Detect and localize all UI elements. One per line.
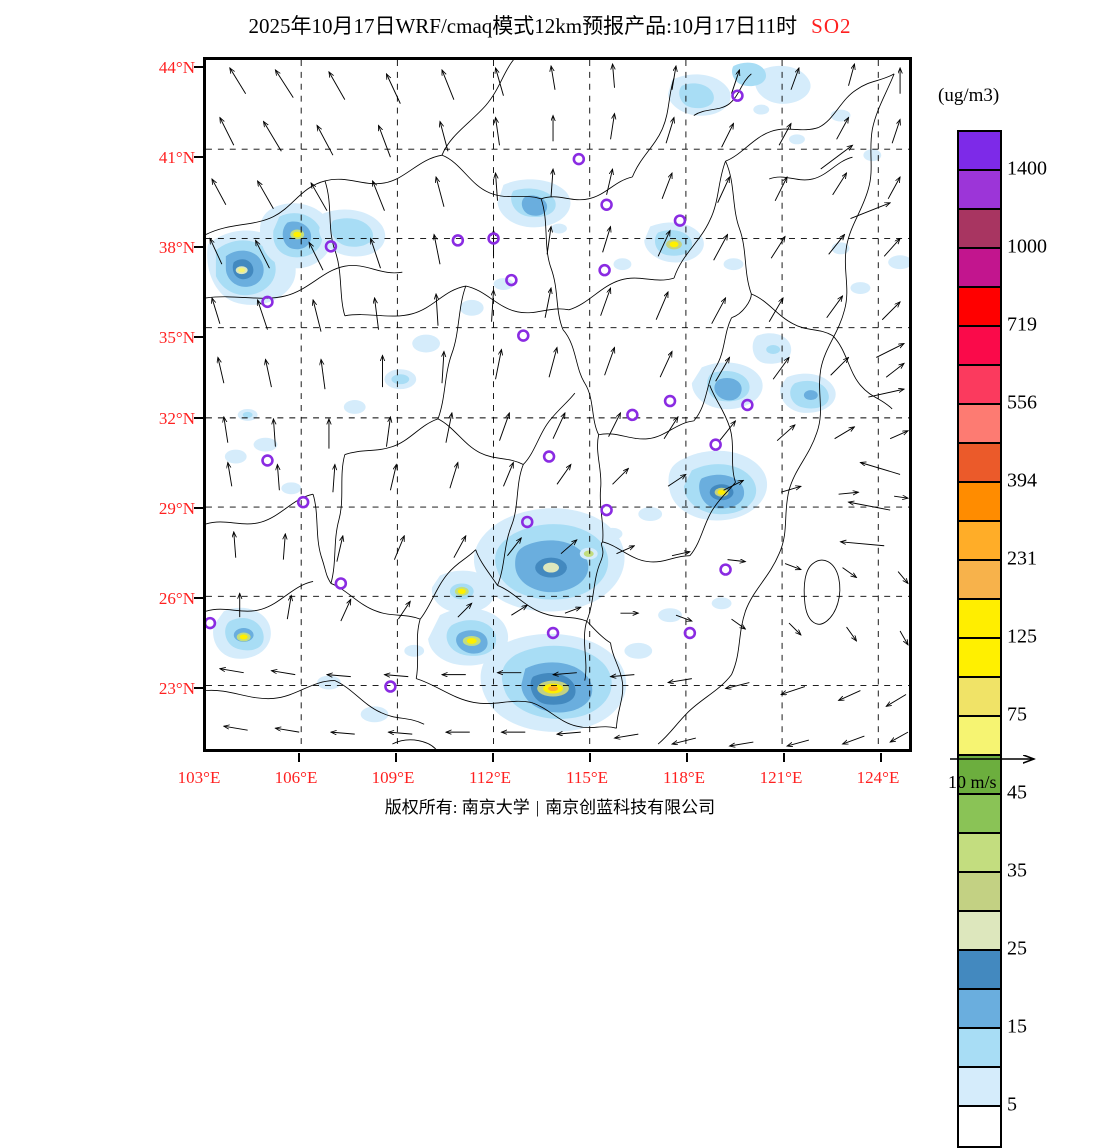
title-main-text: 2025年10月17日WRF/cmaq模式12km预报产品:10月17日11时 bbox=[248, 14, 798, 38]
colorbar-band-25 bbox=[959, 1107, 1000, 1146]
lon-tick-103e: 103°E bbox=[177, 768, 221, 787]
colorbar-tick-719: 719 bbox=[1007, 313, 1037, 336]
lon-tick-115e: 115°E bbox=[565, 768, 609, 787]
colorbar-band-4 bbox=[959, 288, 1000, 327]
colorbar-band-0 bbox=[959, 132, 1000, 171]
colorbar-band-11 bbox=[959, 561, 1000, 600]
lon-tick-106e: 106°E bbox=[274, 768, 318, 787]
colorbar[interactable] bbox=[957, 130, 1002, 1148]
colorbar-band-7 bbox=[959, 405, 1000, 444]
colorbar-tick-556: 556 bbox=[1007, 391, 1037, 414]
lon-tick-121e: 121°E bbox=[759, 768, 803, 787]
lat-tick-26n: 26°N bbox=[158, 589, 195, 608]
colorbar-band-19 bbox=[959, 873, 1000, 912]
lon-tick-124e: 124°E bbox=[856, 768, 900, 787]
colorbar-band-17 bbox=[959, 795, 1000, 834]
lat-tick-29n: 29°N bbox=[158, 499, 195, 518]
colorbar-band-21 bbox=[959, 951, 1000, 990]
colorbar-tick-15: 15 bbox=[1007, 1015, 1027, 1038]
footer-copyright: 版权所有: 南京大学 | 南京创蓝科技有限公司 bbox=[0, 793, 1100, 818]
colorbar-tick-35: 35 bbox=[1007, 859, 1027, 882]
colorbar-band-18 bbox=[959, 834, 1000, 873]
wind-scale-label: 10 m/s bbox=[948, 772, 997, 792]
concentration-field bbox=[207, 62, 909, 732]
wind-vector-field bbox=[210, 64, 908, 746]
colorbar-band-9 bbox=[959, 483, 1000, 522]
colorbar-band-22 bbox=[959, 990, 1000, 1029]
colorbar-tick-1400: 1400 bbox=[1007, 157, 1047, 180]
colorbar-band-16 bbox=[959, 756, 1000, 795]
colorbar-tick-394: 394 bbox=[1007, 469, 1037, 492]
colorbar-tick-231: 231 bbox=[1007, 547, 1037, 570]
colorbar-band-12 bbox=[959, 600, 1000, 639]
title-species-label: SO2 bbox=[811, 14, 852, 38]
wind-scale-arrow bbox=[950, 748, 1078, 770]
colorbar-tick-125: 125 bbox=[1007, 625, 1037, 648]
map-canvas bbox=[206, 60, 909, 749]
colorbar-band-24 bbox=[959, 1068, 1000, 1107]
colorbar-band-3 bbox=[959, 249, 1000, 288]
lon-tick-109e: 109°E bbox=[371, 768, 415, 787]
footer-company: 南京创蓝科技有限公司 bbox=[545, 798, 716, 817]
map-plot-area[interactable] bbox=[203, 57, 912, 752]
city-marker-group[interactable] bbox=[206, 89, 754, 693]
colorbar-band-5 bbox=[959, 327, 1000, 366]
colorbar-tick-25: 25 bbox=[1007, 937, 1027, 960]
colorbar-band-23 bbox=[959, 1029, 1000, 1068]
administrative-boundaries bbox=[206, 60, 895, 749]
lat-tick-32n: 32°N bbox=[158, 409, 195, 428]
colorbar-band-13 bbox=[959, 639, 1000, 678]
colorbar-tick-45: 45 bbox=[1007, 781, 1027, 804]
footer-separator: | bbox=[535, 798, 540, 817]
colorbar-band-8 bbox=[959, 444, 1000, 483]
colorbar-units-label: (ug/m3) bbox=[938, 85, 1000, 106]
lat-tick-44n: 44°N bbox=[158, 58, 195, 77]
lat-tick-38n: 38°N bbox=[158, 238, 195, 257]
colorbar-tick-1000: 1000 bbox=[1007, 235, 1047, 258]
colorbar-band-20 bbox=[959, 912, 1000, 951]
colorbar-band-15 bbox=[959, 717, 1000, 756]
lat-tick-35n: 35°N bbox=[158, 328, 195, 347]
page-title: 2025年10月17日WRF/cmaq模式12km预报产品:10月17日11时 S… bbox=[0, 10, 1100, 40]
lat-tick-23n: 23°N bbox=[158, 679, 195, 698]
colorbar-tick-5: 5 bbox=[1007, 1093, 1017, 1116]
colorbar-band-10 bbox=[959, 522, 1000, 561]
lat-tick-41n: 41°N bbox=[158, 148, 195, 167]
lon-tick-112e: 112°E bbox=[468, 768, 512, 787]
colorbar-band-1 bbox=[959, 171, 1000, 210]
colorbar-band-6 bbox=[959, 366, 1000, 405]
colorbar-tick-75: 75 bbox=[1007, 703, 1027, 726]
footer-owner: 版权所有: 南京大学 bbox=[384, 798, 530, 817]
colorbar-band-14 bbox=[959, 678, 1000, 717]
colorbar-band-2 bbox=[959, 210, 1000, 249]
lon-tick-118e: 118°E bbox=[662, 768, 706, 787]
